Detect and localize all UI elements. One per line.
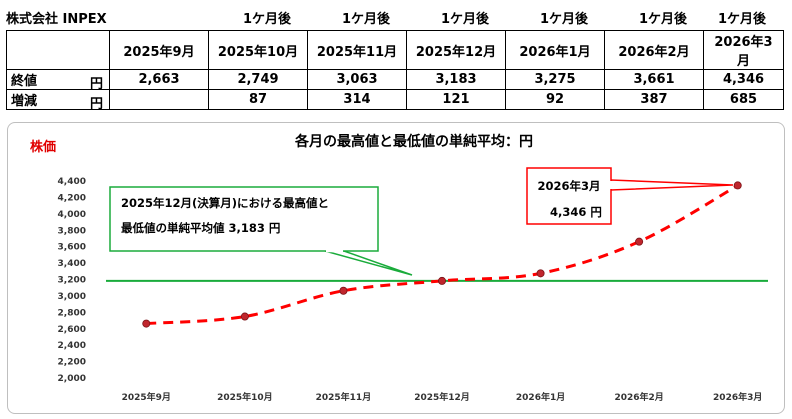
after-label: 1ケ月後 <box>717 12 767 27</box>
after-label: 1ケ月後 <box>539 12 589 27</box>
callout-green-line1: 2025年12月(決算月)における最高値と <box>121 196 329 210</box>
table-cell: 87 <box>208 89 308 110</box>
y-tick-label: 2,600 <box>58 325 86 335</box>
y-tick-label: 2,800 <box>58 308 86 318</box>
y-tick-label: 4,200 <box>58 193 86 203</box>
y-axis-label: 株価 <box>30 139 56 155</box>
after-label: 1ケ月後 <box>341 12 391 27</box>
y-tick-label: 2,400 <box>58 341 86 351</box>
callout-red-line2: 4,346 円 <box>550 205 602 219</box>
row-label: 終値 <box>11 74 38 89</box>
callout-red-box <box>526 167 612 225</box>
x-tick-label: 2026年2月 <box>614 391 663 403</box>
company-name: 株式会社 INPEX <box>6 12 107 27</box>
callout-red-pointer <box>610 179 734 191</box>
row-label: 増減 <box>11 94 38 109</box>
data-point <box>635 237 644 246</box>
column-header: 2025年12月 <box>406 30 506 70</box>
table-cell: 121 <box>406 89 506 110</box>
data-point <box>339 286 348 295</box>
x-tick-label: 2025年12月 <box>414 391 470 403</box>
row-header-change: 増減 円 <box>6 89 110 112</box>
table-cell: 387 <box>604 89 704 110</box>
callout-green-line2: 最低値の単純平均値 3,183 円 <box>121 221 280 235</box>
column-header: 2026年3月 <box>703 30 784 70</box>
after-label: 1ケ月後 <box>638 12 688 27</box>
table-cell: 3,063 <box>307 69 407 90</box>
x-tick-label: 2025年10月 <box>217 391 273 403</box>
callout-red-line1: 2026年3月 <box>537 179 600 193</box>
data-point <box>733 181 742 190</box>
y-tick-label: 3,200 <box>58 276 86 286</box>
data-point <box>437 276 446 285</box>
row-unit: 円 <box>89 97 103 112</box>
table-cell: 3,275 <box>505 69 605 90</box>
y-tick-label: 3,800 <box>58 226 86 236</box>
y-tick-label: 3,000 <box>58 292 86 302</box>
y-tick-label: 3,400 <box>58 259 86 269</box>
x-tick-label: 2026年3月 <box>713 391 762 403</box>
y-tick-label: 4,400 <box>58 177 86 187</box>
callout-green-box <box>109 186 379 252</box>
data-point <box>142 319 151 328</box>
table-cell: 685 <box>703 89 784 110</box>
y-tick-label: 2,000 <box>58 374 86 384</box>
data-point <box>536 269 545 278</box>
table-cell: 3,183 <box>406 69 506 90</box>
row-unit: 円 <box>89 77 103 92</box>
table-row-change: 増減 円 87 314 121 92 387 685 <box>6 89 784 112</box>
after-label: 1ケ月後 <box>440 12 490 27</box>
y-tick-label: 3,600 <box>58 243 86 253</box>
after-label: 1ケ月後 <box>242 12 292 27</box>
table-cell: 314 <box>307 89 407 110</box>
data-point <box>240 312 249 321</box>
x-tick-label: 2025年9月 <box>122 391 171 403</box>
chart-title: 各月の最高値と最低値の単純平均：円 <box>294 133 533 150</box>
x-tick-label: 2026年1月 <box>516 391 565 403</box>
chart-frame <box>7 122 785 414</box>
price-table: 2025年9月 2025年10月 2025年11月 2025年12月 2026年… <box>6 30 784 112</box>
column-header: 2025年9月 <box>109 30 209 70</box>
y-tick-label: 2,200 <box>58 358 86 368</box>
y-tick-label: 4,000 <box>58 210 86 220</box>
callout-green-pointer <box>324 250 413 276</box>
x-tick-label: 2025年11月 <box>316 391 372 403</box>
